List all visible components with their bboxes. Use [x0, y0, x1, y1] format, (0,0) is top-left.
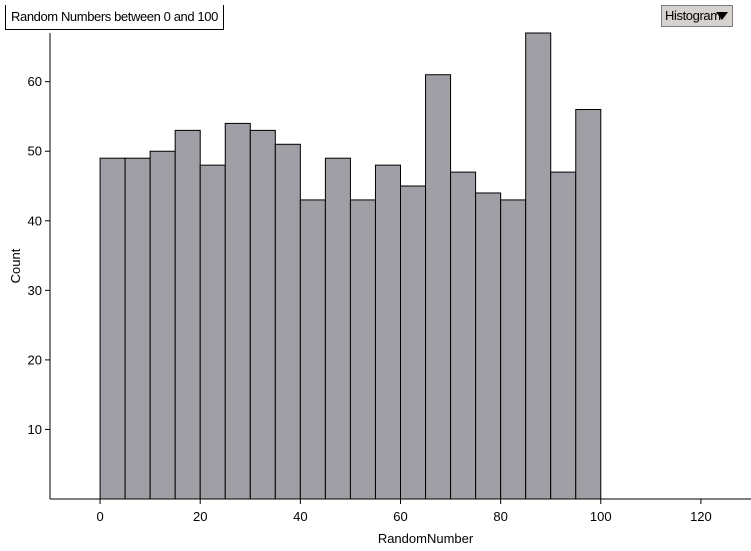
- y-tick-label: 30: [28, 283, 42, 298]
- histogram-bar: [475, 192, 502, 500]
- y-tick-label: 20: [28, 352, 42, 367]
- histogram-bar: [525, 32, 552, 500]
- y-axis-ticks: 10 20 30 40 50 60: [28, 74, 50, 437]
- x-tick-label: 60: [393, 509, 407, 524]
- x-tick-label: 0: [96, 509, 103, 524]
- histogram-bar: [374, 164, 402, 500]
- histogram-bar: [450, 171, 477, 500]
- chart-type-dropdown[interactable]: Histogram: [661, 5, 733, 27]
- histogram-bar: [299, 199, 326, 500]
- y-tick-label: 50: [28, 144, 42, 159]
- y-tick-label: 60: [28, 74, 42, 89]
- histogram-bar: [500, 199, 527, 500]
- y-tick-label: 10: [28, 422, 42, 437]
- x-tick-label: 20: [193, 509, 207, 524]
- histogram-bar: [174, 129, 201, 500]
- histogram-bars: [99, 32, 602, 500]
- histogram-bar: [274, 143, 301, 500]
- histogram-bar: [199, 164, 226, 500]
- histogram-bar: [224, 122, 251, 500]
- dropdown-arrow-icon: [716, 12, 728, 20]
- x-tick-label: 120: [690, 509, 712, 524]
- histogram-bar: [550, 171, 577, 500]
- chart-type-label: Histogram: [665, 8, 721, 23]
- y-tick-label: 40: [28, 213, 42, 228]
- histogram-bar: [124, 157, 151, 500]
- x-axis-title: RandomNumber: [378, 531, 474, 546]
- x-tick-label: 100: [590, 509, 612, 524]
- histogram-bar: [400, 185, 427, 500]
- y-axis-title: Count: [8, 248, 23, 283]
- chart-title: Random Numbers between 0 and 100: [5, 5, 224, 30]
- x-axis-ticks: 0 20 40 60 80 100 120: [96, 499, 712, 524]
- histogram-bar: [575, 109, 602, 500]
- histogram-bar: [324, 157, 351, 500]
- histogram-bar: [99, 157, 126, 500]
- histogram-bar: [349, 199, 376, 500]
- x-tick-label: 40: [293, 509, 307, 524]
- histogram-bar: [425, 74, 452, 500]
- histogram-bar: [149, 150, 176, 500]
- histogram-bar: [249, 129, 276, 500]
- x-tick-label: 80: [493, 509, 507, 524]
